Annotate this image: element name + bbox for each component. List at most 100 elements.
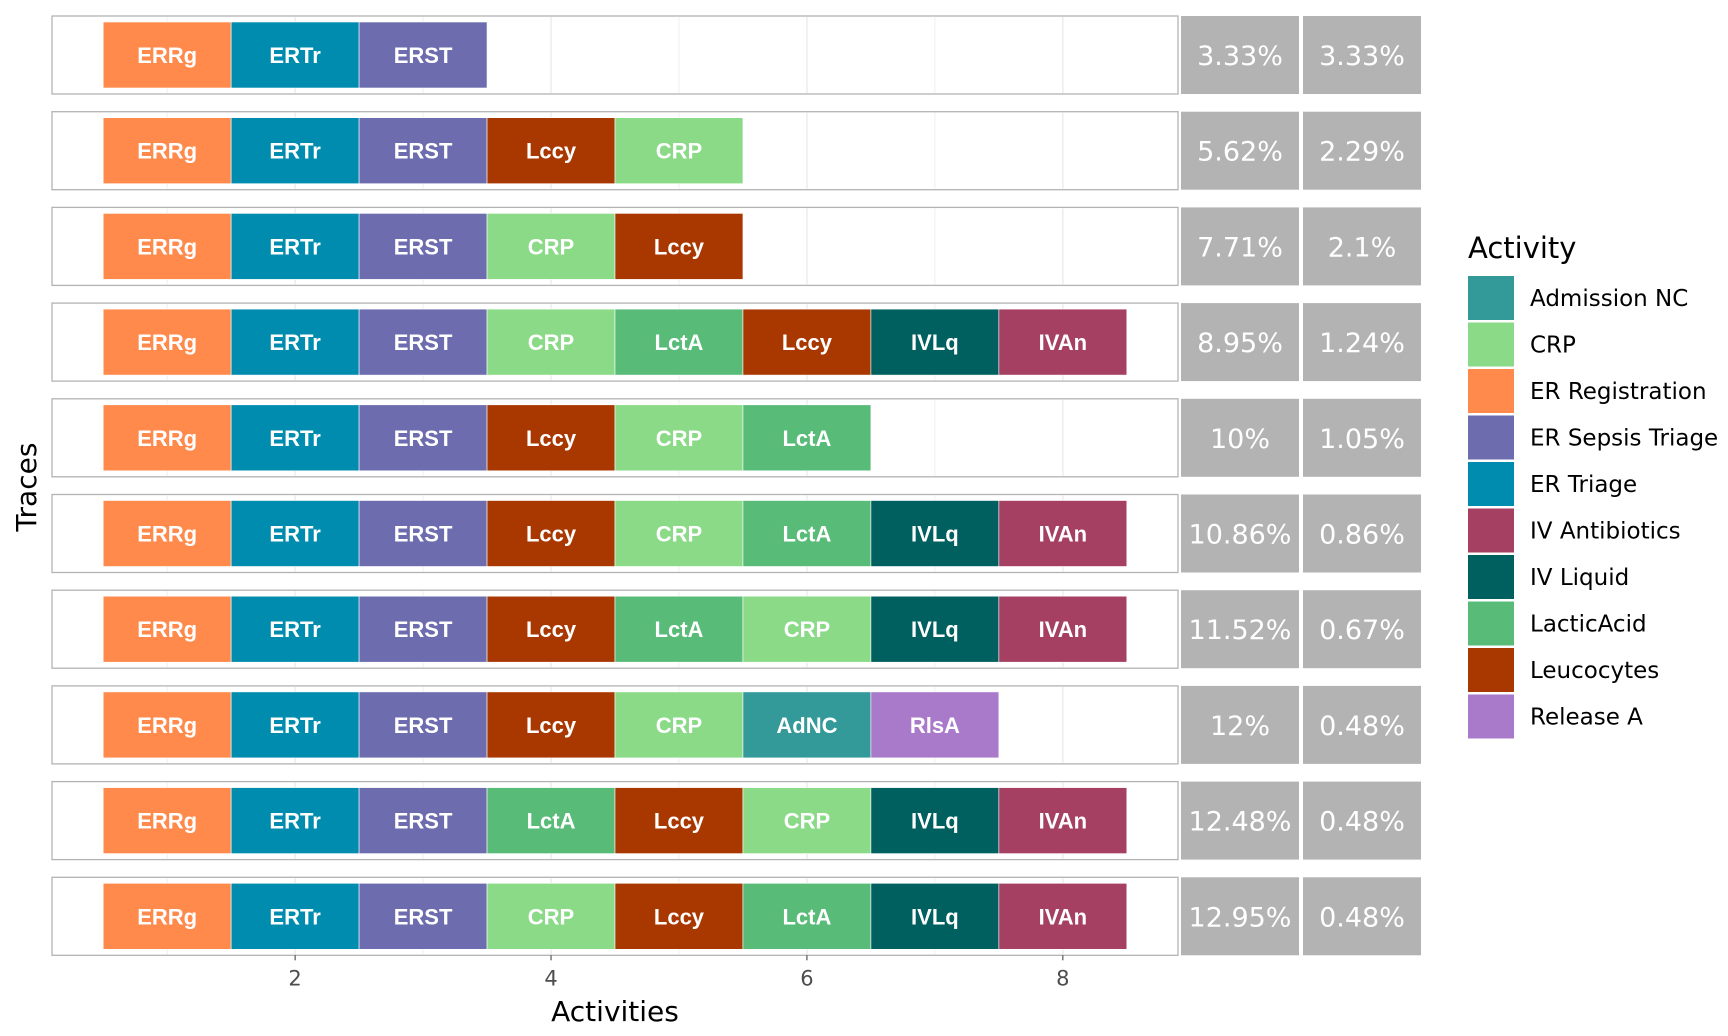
activity-label: Lccy	[654, 809, 705, 834]
activity-tile: IVLq	[870, 308, 1000, 376]
activity-tile: ERTr	[230, 21, 360, 89]
cumulative-box: 8.95%	[1181, 303, 1299, 382]
activity-bar	[614, 500, 744, 567]
legend-label: ER Sepsis Triage	[1530, 426, 1718, 452]
cumulative-box: 12%	[1181, 685, 1299, 764]
activity-bar	[102, 691, 232, 759]
activity-bar	[614, 117, 744, 184]
activity-bar	[486, 787, 616, 854]
relative-percentage: 0.48%	[1319, 807, 1405, 838]
activity-label: ERRg	[137, 139, 197, 164]
activity-bar	[614, 213, 744, 280]
cumulative-box: 10%	[1181, 398, 1299, 477]
activity-label: CRP	[656, 522, 702, 547]
activity-tile: IVLq	[870, 882, 1000, 950]
activity-bar	[358, 595, 488, 663]
activity-bar	[998, 882, 1128, 950]
legend-label: ER Registration	[1530, 379, 1707, 405]
legend-item: Leucocytes	[1468, 648, 1659, 692]
legend-item: Release A	[1468, 694, 1643, 739]
cumulative-box-bg	[1181, 398, 1299, 477]
activity-bar	[230, 882, 360, 950]
cumulative-box-bg	[1181, 494, 1299, 573]
activity-tile: ERRg	[102, 882, 232, 950]
activity-label: ERTr	[269, 809, 321, 834]
activity-label: ERTr	[269, 139, 321, 164]
legend-swatch	[1468, 369, 1514, 413]
legend-label: Leucocytes	[1530, 658, 1659, 684]
cumulative-box-bg	[1181, 781, 1299, 860]
relative-percentage: 2.29%	[1319, 137, 1405, 168]
cumulative-percentage: 3.33%	[1197, 41, 1283, 72]
activity-label: IVLq	[911, 522, 959, 547]
activity-bar	[486, 882, 616, 950]
activity-label: IVAn	[1039, 330, 1087, 355]
activity-label: ERRg	[137, 904, 197, 929]
activity-label: ERRg	[137, 426, 197, 451]
legend-swatch	[1468, 508, 1514, 553]
legend-label: IV Antibiotics	[1530, 519, 1681, 545]
legend-item: CRP	[1468, 322, 1576, 367]
activity-bar	[486, 595, 616, 663]
activity-bar	[614, 308, 744, 376]
legend-swatch	[1468, 694, 1514, 739]
legend-swatch	[1468, 462, 1514, 506]
legend-swatch	[1468, 415, 1514, 460]
activity-tile: Lccy	[486, 500, 616, 567]
activity-bar	[870, 691, 1000, 759]
activity-tile: ERST	[358, 787, 488, 854]
legend-title: Activity	[1468, 231, 1576, 265]
activity-tile: ERTr	[230, 404, 360, 472]
cumulative-percentage: 8.95%	[1197, 328, 1283, 359]
activity-label: IVLq	[911, 904, 959, 929]
activity-label: Lccy	[654, 904, 705, 929]
activity-label: IVAn	[1039, 904, 1087, 929]
activity-label: LctA	[655, 330, 704, 355]
activity-label: ERST	[394, 43, 453, 68]
cumulative-box: 11.52%	[1181, 590, 1299, 669]
activity-tile: LctA	[742, 500, 872, 567]
legend-item: Admission NC	[1468, 276, 1688, 320]
activity-label: ERRg	[137, 522, 197, 547]
activity-bar	[742, 500, 872, 567]
y-axis-title: Traces	[10, 443, 43, 533]
activity-bar	[742, 308, 872, 376]
activity-bar	[870, 595, 1000, 663]
activity-tile: CRP	[486, 213, 616, 280]
legend-item: ER Sepsis Triage	[1468, 415, 1718, 460]
activity-tile: LctA	[614, 308, 744, 376]
activity-tile: ERRg	[102, 787, 232, 854]
cumulative-box-bg	[1181, 590, 1299, 669]
activity-label: IVLq	[911, 330, 959, 355]
activity-tile: LctA	[742, 882, 872, 950]
activity-label: LctA	[655, 617, 704, 642]
activity-label: IVAn	[1039, 617, 1087, 642]
activity-bar	[102, 500, 232, 567]
activity-bar	[230, 117, 360, 184]
activity-tile: ERRg	[102, 404, 232, 472]
activity-bar	[230, 308, 360, 376]
activity-label: CRP	[528, 330, 574, 355]
activity-tile: ERST	[358, 213, 488, 280]
cumulative-box: 12.48%	[1181, 781, 1299, 860]
activity-tile: Lccy	[486, 117, 616, 184]
activity-label: ERTr	[269, 43, 321, 68]
activity-bar	[870, 882, 1000, 950]
x-tick-label: 4	[544, 966, 557, 990]
trace-row: ERRg ERTr ERST LctA Lccy CRP IVLq IVAn	[51, 780, 1179, 861]
activity-tile: IVAn	[998, 787, 1128, 854]
relative-box-bg	[1303, 111, 1421, 190]
legend-swatch	[1468, 648, 1514, 692]
activity-bar	[614, 595, 744, 663]
activity-tile: ERRg	[102, 595, 232, 663]
trace-row: ERRg ERTr ERST Lccy CRP	[51, 111, 1179, 191]
trace-row: ERRg ERTr ERST Lccy CRP AdNC RlsA	[51, 685, 1179, 765]
relative-box-bg	[1303, 877, 1421, 956]
cumulative-percentage: 12.95%	[1189, 902, 1292, 933]
relative-box-bg	[1303, 398, 1421, 477]
activity-bar	[486, 117, 616, 184]
relative-box: 2.1%	[1303, 207, 1421, 286]
x-tick-label: 2	[288, 966, 301, 990]
activity-label: ERRg	[137, 330, 197, 355]
activity-tile: IVLq	[870, 595, 1000, 663]
